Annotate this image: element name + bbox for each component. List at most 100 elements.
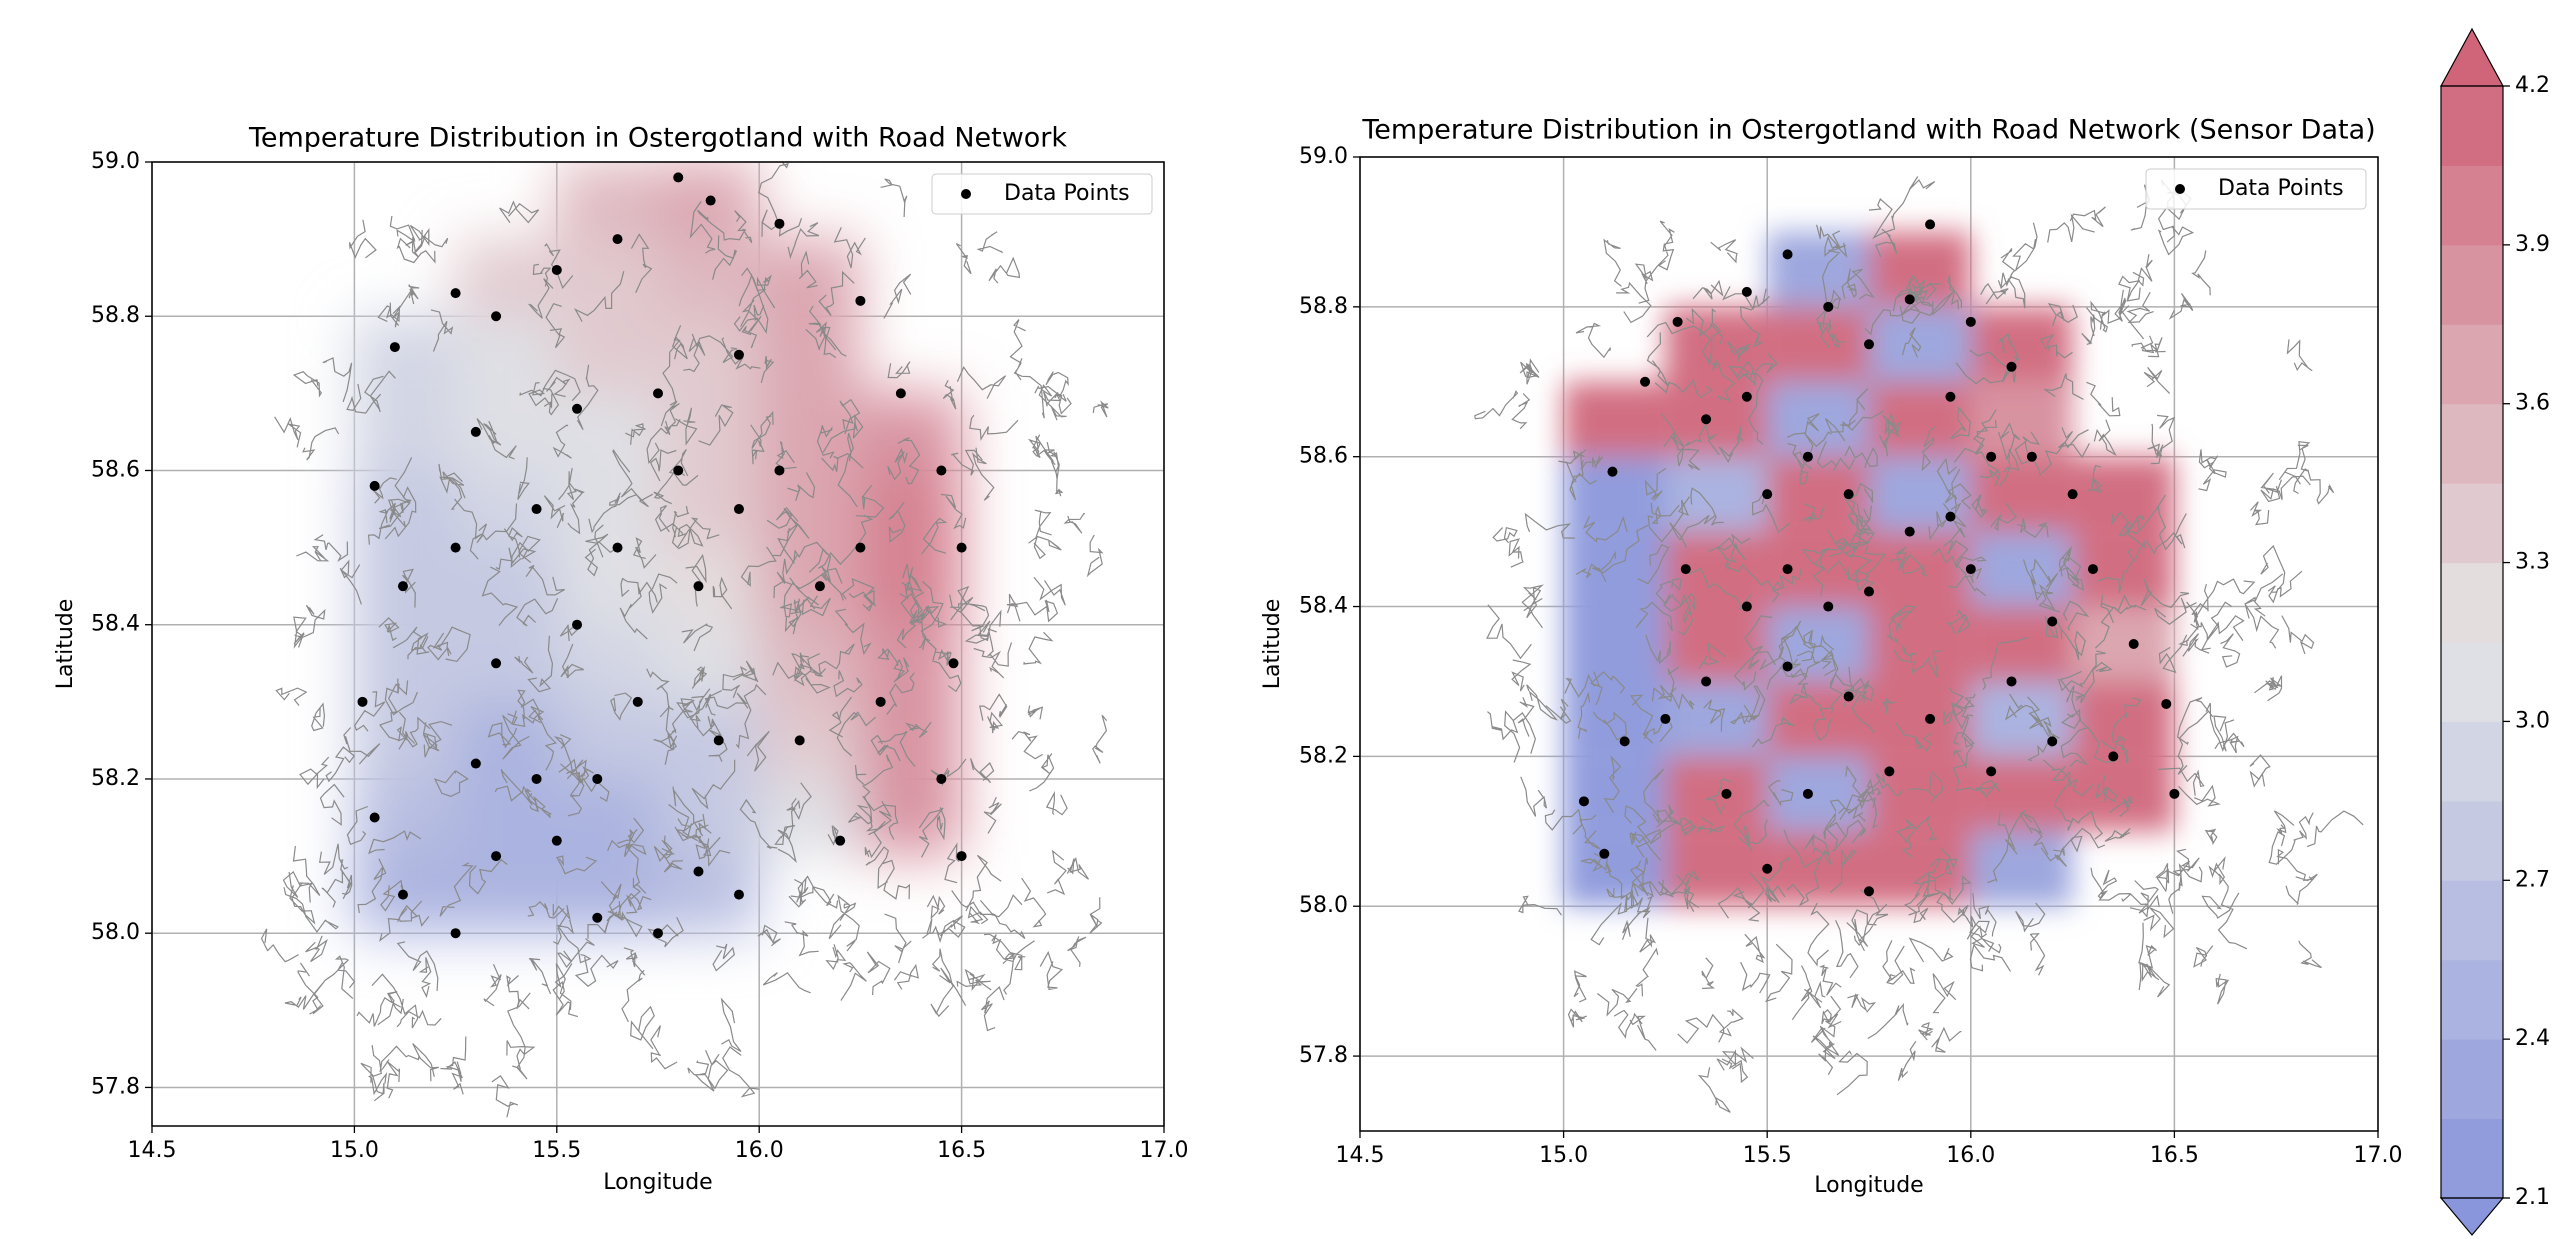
colorbar-tick-label: 4.2 <box>2515 73 2550 98</box>
data-point <box>1884 766 1895 777</box>
data-point <box>814 581 825 592</box>
field-cell <box>658 856 760 934</box>
colorbar-tick-label: 2.1 <box>2515 1185 2550 1210</box>
y-tick-label: 58.4 <box>1299 594 1348 619</box>
field-cell <box>1970 606 2073 682</box>
field-cell <box>556 701 658 779</box>
data-point <box>612 234 623 245</box>
data-point <box>2108 751 2119 762</box>
data-point <box>2047 736 2058 747</box>
y-tick-label: 58.6 <box>91 457 140 482</box>
field-cell <box>1563 381 1666 457</box>
colorbar-band <box>2441 880 2503 961</box>
axes-frame <box>1359 156 2379 1132</box>
field-cell <box>1767 831 1869 907</box>
colorbar-band <box>2441 562 2503 643</box>
field-cell <box>2072 531 2175 607</box>
data-point <box>397 581 408 592</box>
data-point <box>1782 661 1793 672</box>
field-cell <box>1970 381 2073 457</box>
x-axis-label: Longitude <box>603 1170 712 1195</box>
legend-label: Data Points <box>2218 176 2344 201</box>
field-cell <box>1869 306 1971 382</box>
data-point <box>2026 451 2037 462</box>
field-cell <box>860 470 962 548</box>
legend-label: Data Points <box>1004 181 1130 206</box>
colorbar-band <box>2441 721 2503 802</box>
x-tick-label: 17.0 <box>2354 1143 2403 1168</box>
x-tick-label: 16.0 <box>1946 1143 1995 1168</box>
field-cell <box>658 470 760 548</box>
field-cell <box>1665 381 1768 457</box>
field-cell <box>455 856 557 934</box>
colorbar-tick-label: 3.9 <box>2515 232 2550 257</box>
data-point <box>1823 301 1834 312</box>
data-point <box>1701 676 1712 687</box>
field-cell <box>455 778 557 857</box>
data-point <box>491 851 502 862</box>
field-cell <box>455 624 557 702</box>
field-cell <box>1665 831 1768 907</box>
field-cell <box>556 470 658 548</box>
x-tick-label: 14.5 <box>128 1138 177 1163</box>
data-point <box>1925 219 1936 230</box>
data-point <box>1741 391 1752 402</box>
data-point <box>2006 361 2017 372</box>
x-tick-label: 15.0 <box>1539 1143 1588 1168</box>
data-point <box>592 912 603 923</box>
data-point <box>531 773 542 784</box>
colorbar-band <box>2441 642 2503 722</box>
data-point <box>369 812 380 823</box>
data-point <box>855 295 866 306</box>
field-cell <box>1970 306 2073 382</box>
field-cell <box>1563 756 1666 832</box>
data-point <box>1619 736 1630 747</box>
colorbar-band <box>2441 324 2503 405</box>
field-cell <box>1767 456 1869 532</box>
data-point <box>733 889 744 900</box>
data-point <box>389 342 400 353</box>
legend-marker <box>961 189 971 199</box>
x-tick-label: 15.0 <box>330 1138 379 1163</box>
x-tick-label: 16.5 <box>937 1138 986 1163</box>
data-point <box>705 195 716 206</box>
data-point <box>470 758 481 769</box>
y-tick-label: 58.0 <box>91 920 140 945</box>
field-cell <box>556 239 658 317</box>
field-cell <box>1767 756 1869 832</box>
y-tick-label: 59.0 <box>91 149 140 174</box>
data-point <box>592 773 603 784</box>
field-cell <box>759 701 861 779</box>
y-tick-label: 57.8 <box>91 1074 140 1099</box>
data-point <box>369 480 380 491</box>
data-point <box>1843 489 1854 500</box>
field-cell <box>1970 756 2073 832</box>
field-cell <box>2072 456 2175 532</box>
data-point <box>1741 286 1752 297</box>
axes-frame <box>151 161 1165 1127</box>
data-point <box>1965 316 1976 327</box>
data-point <box>572 403 583 414</box>
data-point <box>491 658 502 669</box>
road-network <box>260 162 1109 1118</box>
y-axis-label: Latitude <box>53 599 78 690</box>
data-point <box>875 696 886 707</box>
data-point <box>1578 796 1589 807</box>
legend-box <box>2145 168 2367 210</box>
data-point <box>531 504 542 515</box>
data-point <box>1904 294 1915 305</box>
field-cell <box>1970 531 2073 607</box>
data-point <box>794 735 805 746</box>
field-cell <box>1970 831 2073 907</box>
field-cell <box>1869 831 1971 907</box>
field-cell <box>1970 681 2073 757</box>
data-point <box>774 218 785 229</box>
data-point <box>2128 639 2139 649</box>
data-point <box>1762 489 1773 500</box>
plot-area <box>260 162 1109 1118</box>
field-cell <box>1869 606 1971 682</box>
plot: 14.5 15.0 15.5 16.0 16.5 17.0 57.8 58.0 58.2 58.4… <box>53 123 1188 1196</box>
data-point <box>1986 766 1997 777</box>
data-point <box>1925 713 1936 724</box>
